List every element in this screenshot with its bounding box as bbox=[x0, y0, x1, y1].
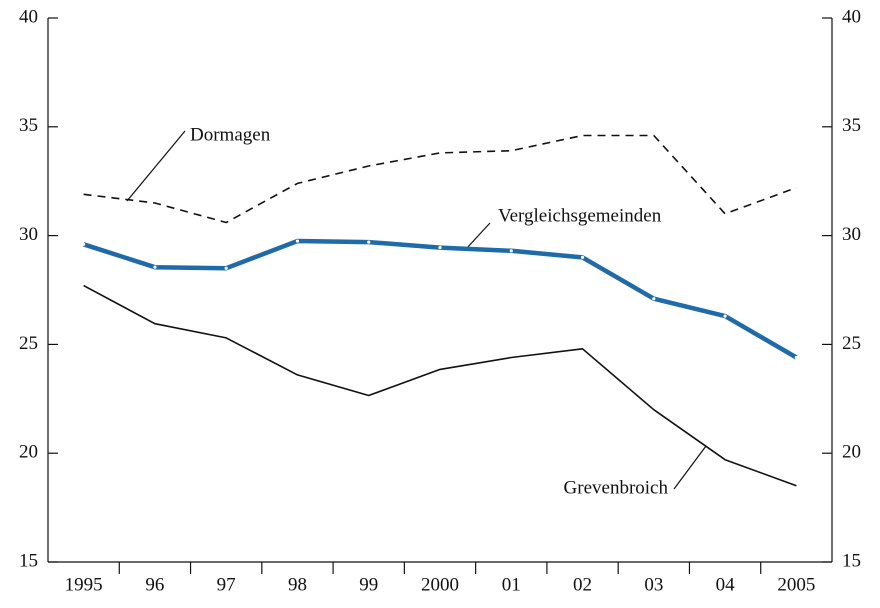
series-line bbox=[83, 134, 797, 224]
leader-line bbox=[465, 222, 491, 250]
point bbox=[438, 245, 442, 250]
x-tick-label: 03 bbox=[644, 574, 663, 595]
point bbox=[580, 255, 585, 259]
x-tick-label: 96 bbox=[145, 574, 164, 595]
x-tick-label: 97 bbox=[217, 574, 236, 595]
x-tick-label: 99 bbox=[359, 574, 378, 595]
y-tick-label: 15 bbox=[19, 550, 38, 571]
series-line bbox=[83, 284, 797, 487]
point bbox=[723, 314, 727, 318]
x-tick-label: 02 bbox=[573, 574, 592, 595]
y-tick-label: 20 bbox=[842, 442, 861, 463]
series-label: Dormagen bbox=[190, 124, 271, 145]
y-tick-label: 40 bbox=[19, 6, 38, 27]
x-tick-label: 2005 bbox=[777, 574, 815, 595]
point bbox=[367, 240, 371, 244]
y-tick-label: 35 bbox=[842, 115, 861, 136]
y-tick-label: 30 bbox=[19, 224, 38, 245]
x-tick-label: 2000 bbox=[421, 574, 459, 595]
x-tick-label: 98 bbox=[288, 574, 307, 595]
leader-line bbox=[673, 445, 707, 490]
x-tick-label: 1995 bbox=[65, 574, 103, 595]
y-tick-label: 30 bbox=[842, 224, 861, 245]
series-label: Grevenbroich bbox=[564, 477, 669, 498]
series-label: Vergleichsgemeinden bbox=[498, 205, 662, 226]
point bbox=[794, 355, 798, 360]
point bbox=[652, 297, 656, 301]
point bbox=[82, 242, 86, 246]
series-line bbox=[82, 238, 798, 360]
y-tick-label: 25 bbox=[842, 333, 861, 354]
y-tick-label: 25 bbox=[19, 333, 38, 354]
y-tick-label: 35 bbox=[19, 115, 38, 136]
point bbox=[509, 249, 513, 253]
point bbox=[153, 265, 157, 269]
y-tick-label: 20 bbox=[19, 442, 38, 463]
y-tick-label: 40 bbox=[842, 6, 861, 27]
point bbox=[224, 266, 228, 270]
point bbox=[295, 239, 300, 243]
x-tick-label: 01 bbox=[502, 574, 521, 595]
x-tick-label: 04 bbox=[716, 574, 736, 595]
leader-line bbox=[126, 130, 186, 202]
y-tick-label: 15 bbox=[842, 550, 861, 571]
